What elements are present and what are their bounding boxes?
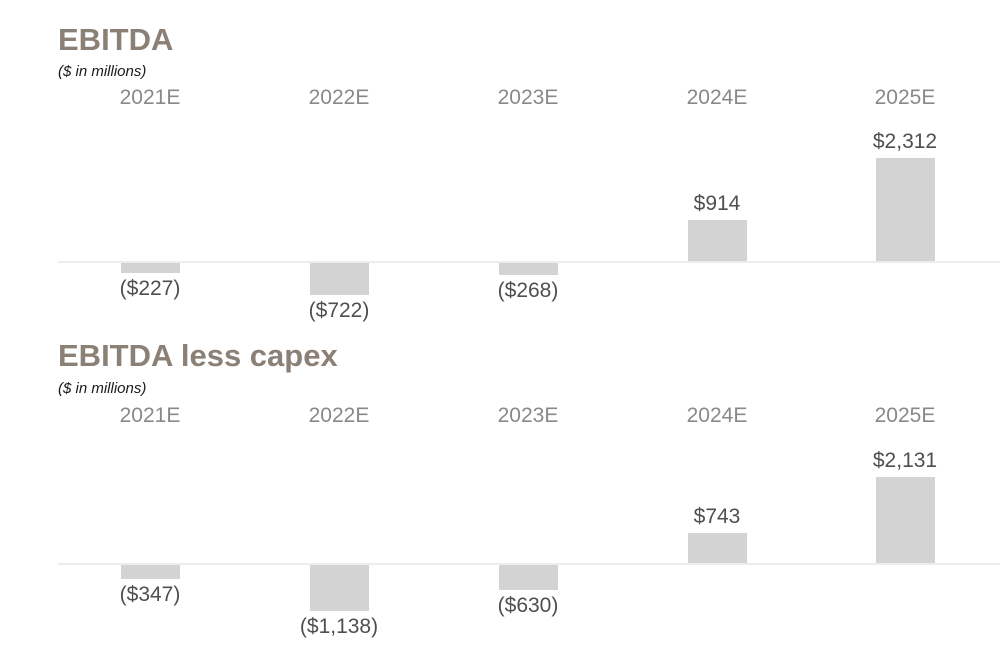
year-label-2021E: 2021E [119, 404, 181, 427]
value-label-2025E: $2,131 [872, 449, 938, 472]
value-label-2023E: ($268) [497, 279, 559, 302]
value-label-2025E: $2,312 [872, 130, 938, 153]
chart-title-ebitda: EBITDA [58, 22, 174, 57]
year-label-2025E: 2025E [874, 404, 936, 427]
year-label-2024E: 2024E [686, 404, 748, 427]
bar-2023E [499, 565, 558, 590]
bar-2021E [121, 565, 180, 579]
bar-2022E [310, 565, 369, 611]
chart-subtitle-ebitda-less-capex: ($ in millions) [58, 380, 147, 397]
chart-subtitle-ebitda: ($ in millions) [58, 63, 147, 80]
year-label-2023E: 2023E [497, 86, 559, 109]
value-label-2023E: ($630) [497, 594, 559, 617]
x-axis-line-ebitda [58, 261, 1000, 263]
year-label-2023E: 2023E [497, 404, 559, 427]
bar-2023E [499, 263, 558, 275]
bar-2024E [688, 220, 747, 261]
year-label-2021E: 2021E [119, 86, 181, 109]
bar-2021E [121, 263, 180, 273]
bar-2022E [310, 263, 369, 295]
x-axis-line-ebitda-less-capex [58, 563, 1000, 565]
value-label-2021E: ($347) [119, 583, 181, 606]
bar-2025E [876, 158, 935, 261]
year-label-2022E: 2022E [308, 86, 370, 109]
value-label-2022E: ($722) [308, 299, 370, 322]
bar-2025E [876, 477, 935, 563]
value-label-2024E: $743 [693, 505, 741, 528]
year-label-2025E: 2025E [874, 86, 936, 109]
value-label-2021E: ($227) [119, 277, 181, 300]
year-label-2024E: 2024E [686, 86, 748, 109]
year-label-2022E: 2022E [308, 404, 370, 427]
value-label-2024E: $914 [693, 192, 741, 215]
chart-title-ebitda-less-capex: EBITDA less capex [58, 338, 338, 373]
value-label-2022E: ($1,138) [299, 615, 379, 638]
bar-2024E [688, 533, 747, 563]
